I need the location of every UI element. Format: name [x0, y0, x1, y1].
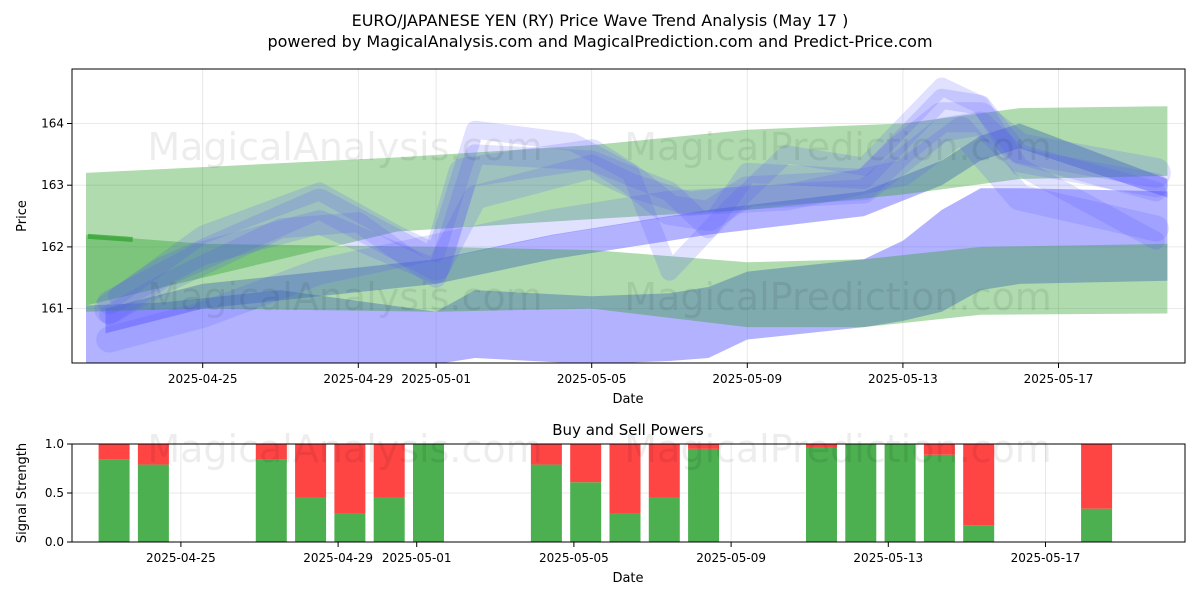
price-y-label: Price	[15, 200, 30, 232]
buy-bar	[688, 448, 720, 542]
signal-x-tick-label: 2025-05-05	[539, 551, 609, 565]
price-axes-frame	[71, 68, 1186, 364]
green-band-upper	[86, 106, 1168, 306]
figure-title: EURO/JAPANESE YEN (RY) Price Wave Trend …	[352, 11, 849, 30]
price-x-tick-label: 2025-04-25	[168, 372, 238, 386]
buy-bar	[805, 447, 837, 542]
buy-bar	[255, 459, 287, 542]
wave-5	[108, 77, 1165, 306]
price-grid	[72, 69, 1185, 363]
wave-2	[97, 111, 1168, 315]
price-y-tick-label: 161	[41, 302, 64, 316]
wave-main	[94, 102, 1171, 324]
sell-bar	[98, 444, 130, 460]
signal-x-tick-label: 2025-05-01	[382, 551, 452, 565]
signal-y-label: Signal Strength	[15, 443, 30, 543]
sell-bar	[373, 444, 405, 498]
buy-bar	[609, 513, 641, 542]
price-x-tick-label: 2025-05-13	[868, 372, 938, 386]
green-band-middle	[86, 234, 1168, 328]
price-x-tick-label: 2025-05-05	[557, 372, 627, 386]
signal-title: Buy and Sell Powers	[552, 421, 704, 439]
signal-x-label: Date	[612, 571, 643, 586]
buy-bar	[412, 444, 444, 542]
buy-bar	[98, 459, 130, 542]
buy-bar	[295, 497, 327, 542]
signal-watermarks: MagicalAnalysis.com MagicalPrediction.co…	[147, 427, 1051, 471]
blue-band-rising	[105, 123, 1168, 334]
sell-bar	[648, 444, 680, 498]
buy-bar	[923, 454, 955, 542]
sell-bar	[295, 444, 327, 498]
price-x-tick-label: 2025-05-17	[1024, 372, 1094, 386]
sell-bar	[255, 444, 287, 460]
signal-x-tick-label: 2025-04-25	[146, 551, 216, 565]
buy-bar	[530, 464, 562, 542]
buy-bar	[845, 444, 877, 542]
green-dash	[87, 233, 133, 242]
sell-bar	[688, 444, 720, 449]
signal-x-tick-label: 2025-05-09	[696, 551, 766, 565]
sell-bar	[923, 444, 955, 455]
watermark-analysis-mid: MagicalAnalysis.com	[147, 275, 542, 319]
sell-bar	[137, 444, 169, 465]
sell-bar	[805, 444, 837, 448]
wave-3	[99, 88, 1166, 325]
price-y-tick-label: 163	[41, 178, 64, 192]
sell-bar	[530, 444, 562, 465]
signal-y-tick-label: 0.0	[45, 535, 64, 549]
price-x-label: Date	[612, 392, 643, 407]
buy-bar	[570, 482, 602, 542]
signal-x-tick-label: 2025-05-17	[1011, 551, 1081, 565]
sell-bar	[609, 444, 641, 514]
wave-4	[96, 116, 1169, 353]
buy-bar	[334, 513, 366, 542]
price-y-tick-label: 164	[41, 117, 64, 131]
signal-x-tick-label: 2025-04-29	[303, 551, 373, 565]
watermark-prediction-mid: MagicalPrediction.com	[624, 275, 1052, 319]
buy-bar	[884, 444, 916, 542]
price-x-tick-label: 2025-05-01	[401, 372, 471, 386]
signal-y-tick-label: 1.0	[45, 437, 64, 451]
sell-bar	[334, 444, 366, 514]
sell-bar	[963, 444, 995, 526]
buy-bar	[1081, 508, 1113, 542]
signal-bars	[98, 444, 1113, 542]
price-series	[86, 77, 1171, 363]
watermark-analysis-bottom: MagicalAnalysis.com	[147, 427, 542, 471]
price-panel: MagicalAnalysis.com MagicalPrediction.co…	[15, 68, 1186, 407]
sell-bar	[570, 444, 602, 483]
price-axes: 2025-04-25 2025-04-29 2025-05-01 2025-05-05…	[41, 117, 1093, 387]
price-x-tick-label: 2025-05-09	[712, 372, 782, 386]
figure-subtitle: powered by MagicalAnalysis.com and Magic…	[267, 32, 932, 51]
watermark-prediction-top: MagicalPrediction.com	[624, 125, 1052, 169]
watermark-analysis-top: MagicalAnalysis.com	[147, 125, 542, 169]
signal-axes: 2025-04-25 2025-04-29 2025-05-01 2025-05-05…	[45, 437, 1080, 565]
price-watermarks: MagicalAnalysis.com MagicalPrediction.co…	[147, 125, 1051, 319]
buy-bar	[648, 497, 680, 542]
blue-band-lower	[86, 188, 1168, 363]
sell-bar	[1081, 444, 1113, 509]
watermark-prediction-bottom: MagicalPrediction.com	[624, 427, 1052, 471]
signal-y-tick-label: 0.5	[45, 486, 64, 500]
price-y-tick-label: 162	[41, 240, 64, 254]
buy-bar	[963, 525, 995, 542]
buy-bar	[137, 464, 169, 542]
buy-bar	[373, 497, 405, 542]
signal-x-tick-label: 2025-05-13	[853, 551, 923, 565]
signal-panel: Buy and Sell Powers MagicalAnalysis.com …	[15, 421, 1186, 586]
price-x-tick-label: 2025-04-29	[323, 372, 393, 386]
